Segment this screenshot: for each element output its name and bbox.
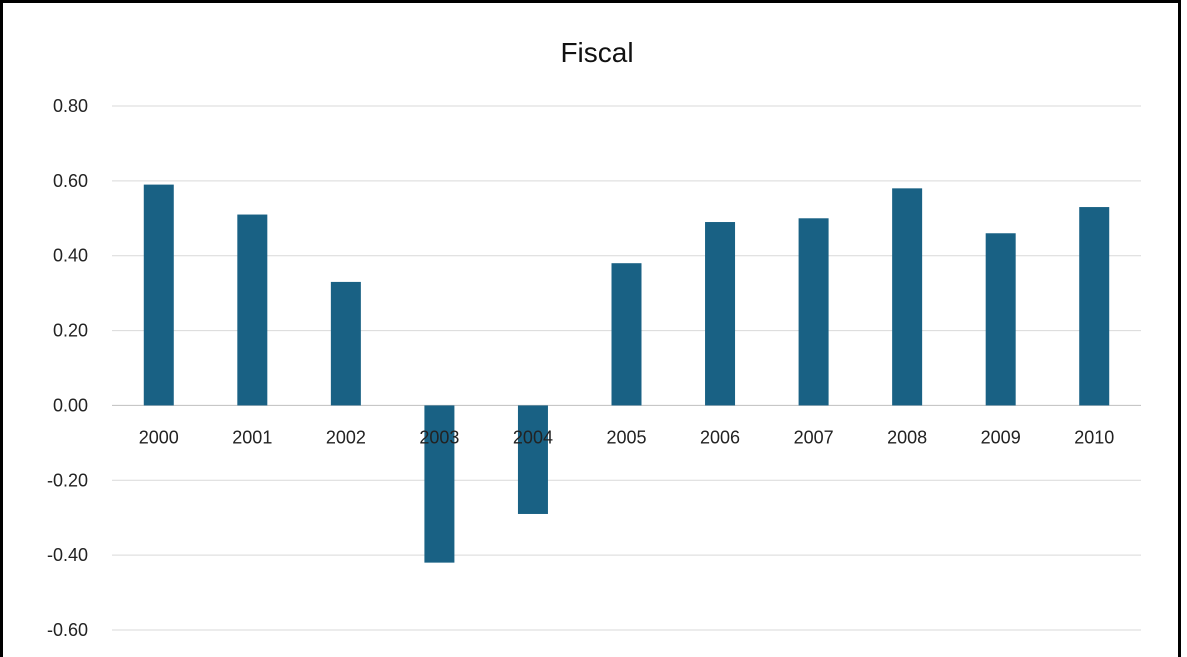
y-tick-label: -0.20	[47, 470, 88, 490]
x-tick-label: 2008	[887, 427, 927, 447]
y-tick-label: 0.20	[53, 321, 88, 341]
y-axis-ticks: 0.80 0.60 0.40 0.20 0.00 -0.20 -0.40 -0.60	[47, 96, 88, 640]
bar-2010	[1079, 207, 1110, 406]
bar-2000	[143, 184, 174, 406]
x-axis-ticks: 2000 2001 2002 2003 2004 2005 2006 2007 2008 2009…	[139, 427, 1115, 447]
y-tick-label: -0.60	[47, 620, 88, 640]
x-tick-label: 2009	[981, 427, 1021, 447]
x-tick-label: 2000	[139, 427, 179, 447]
y-tick-label: 0.80	[53, 96, 88, 116]
x-tick-label: 2001	[232, 427, 272, 447]
chart-title: Fiscal	[560, 37, 633, 68]
x-tick-label: 2003	[419, 427, 459, 447]
bar-2001	[237, 214, 268, 406]
x-tick-label: 2004	[513, 427, 553, 447]
bar-2008	[892, 188, 923, 406]
x-tick-label: 2010	[1074, 427, 1114, 447]
bar-2006	[705, 222, 736, 406]
bar-2007	[798, 218, 829, 406]
x-tick-label: 2002	[326, 427, 366, 447]
y-tick-label: 0.00	[53, 395, 88, 415]
x-tick-label: 2005	[606, 427, 646, 447]
bar-2005	[611, 263, 642, 406]
bar-2004	[517, 405, 548, 514]
y-tick-label: -0.40	[47, 545, 88, 565]
bar-2009	[985, 233, 1016, 406]
y-tick-label: 0.60	[53, 171, 88, 191]
bar-2002	[330, 281, 361, 406]
bar-2003	[424, 405, 455, 563]
x-tick-label: 2007	[794, 427, 834, 447]
y-tick-label: 0.40	[53, 246, 88, 266]
x-tick-label: 2006	[700, 427, 740, 447]
bar-series	[143, 184, 1110, 563]
